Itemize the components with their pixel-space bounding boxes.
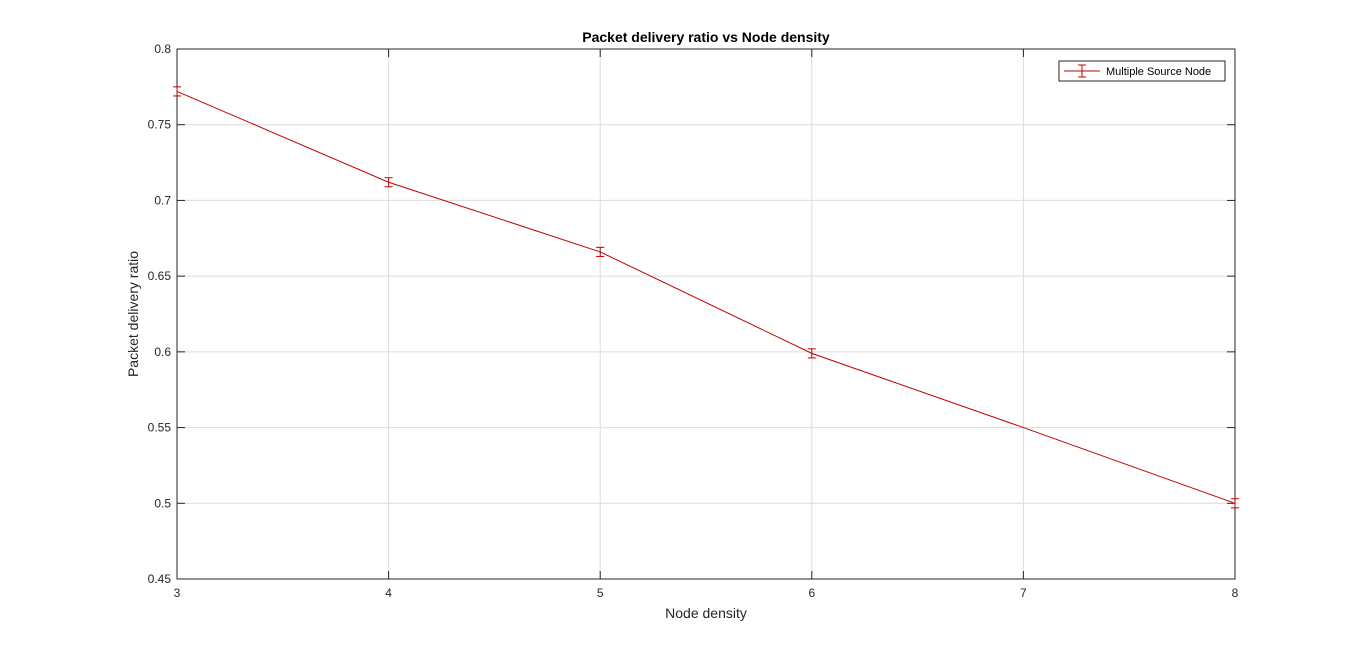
grid — [177, 49, 1235, 579]
legend: Multiple Source Node — [1058, 60, 1226, 82]
data-point-errorbar — [596, 246, 605, 257]
x-tick-label: 6 — [808, 586, 815, 600]
x-tick-label: 5 — [597, 586, 604, 600]
y-tick-label: 0.55 — [148, 421, 172, 435]
y-tick-label: 0.75 — [148, 118, 172, 132]
y-tick-label: 0.45 — [148, 572, 172, 586]
y-axis-label: Packet delivery ratio — [125, 251, 141, 377]
y-tick-label: 0.65 — [148, 269, 172, 283]
y-tick-label: 0.6 — [154, 345, 171, 359]
plot-area — [177, 49, 1235, 579]
data-point-errorbar — [384, 177, 393, 188]
y-tick-label: 0.7 — [154, 193, 171, 207]
x-axis-label: Node density — [665, 605, 747, 621]
series-layer — [173, 86, 1239, 509]
data-point-errorbar — [807, 348, 816, 359]
x-tick-label: 8 — [1232, 586, 1239, 600]
legend-box — [1058, 60, 1226, 82]
axes-box — [176, 48, 1236, 580]
x-tick-label: 7 — [1020, 586, 1027, 600]
chart-title: Packet delivery ratio vs Node density — [582, 29, 830, 45]
data-point-errorbar — [173, 86, 181, 97]
x-tick-label: 4 — [385, 586, 392, 600]
y-tick-label: 0.5 — [154, 496, 171, 510]
data-point-errorbar — [1231, 498, 1239, 509]
x-tick-label: 3 — [174, 586, 181, 600]
y-tick-label: 0.8 — [154, 42, 171, 56]
series-line — [176, 90, 1236, 504]
legend-entry-label: Multiple Source Node — [1106, 66, 1211, 78]
